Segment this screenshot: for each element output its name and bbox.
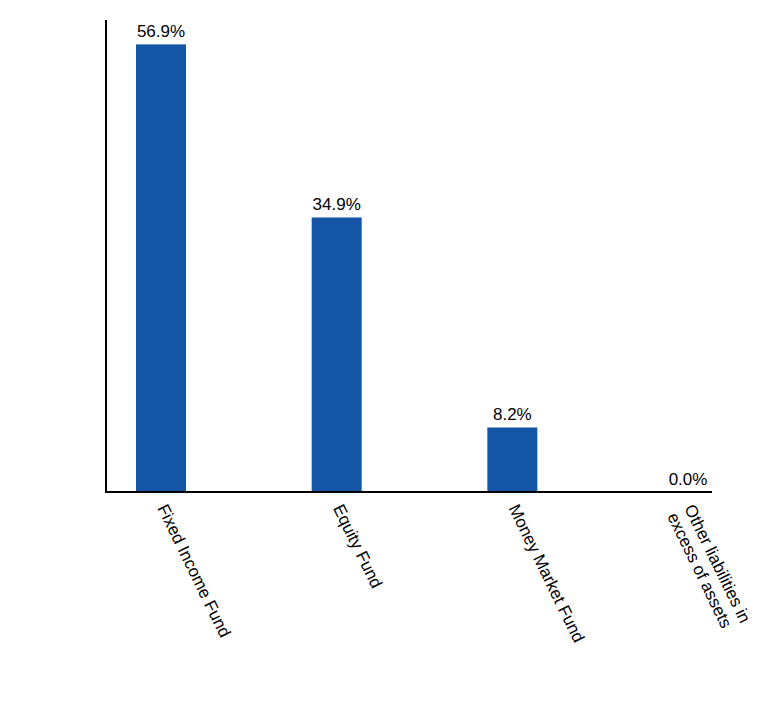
x-tick-label-line: excess of assets <box>663 510 735 631</box>
y-axis-line <box>105 20 107 492</box>
data-label: 0.0% <box>669 470 708 489</box>
data-label: 56.9% <box>137 22 185 41</box>
chart-svg: 56.9% 34.9% 8.2% 0.0% Fixed Income Fund Equit… <box>0 0 780 720</box>
bar <box>312 217 362 492</box>
bars <box>136 44 537 492</box>
data-label: 8.2% <box>493 405 532 424</box>
x-tick-label-line: Fixed Income Fund <box>153 501 234 640</box>
x-tick-label: Equity Fund <box>329 501 386 591</box>
x-tick-label-line: Equity Fund <box>329 501 386 591</box>
bar <box>136 44 186 492</box>
x-tick-label: Other liabilities inexcess of assets <box>663 501 754 634</box>
x-tick-label-line: Money Market Fund <box>505 501 588 645</box>
chart-container: 56.9% 34.9% 8.2% 0.0% Fixed Income Fund Equit… <box>0 0 780 720</box>
x-tick-label: Fixed Income Fund <box>153 501 234 640</box>
x-tick-label: Money Market Fund <box>505 501 588 645</box>
x-axis-line <box>105 491 712 493</box>
bar <box>487 427 537 492</box>
data-label: 34.9% <box>313 195 361 214</box>
